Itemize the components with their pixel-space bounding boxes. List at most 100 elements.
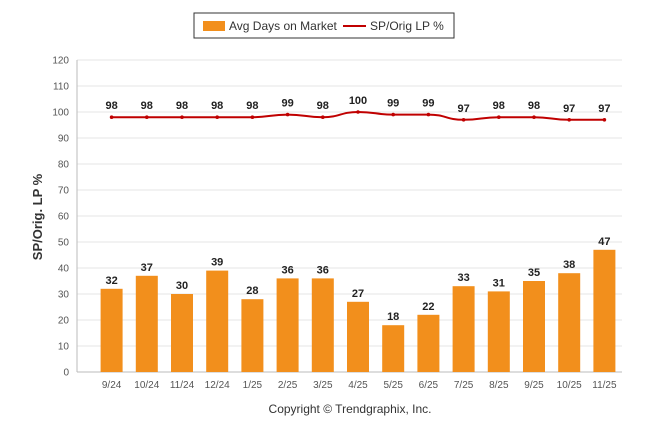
line-data-label: 97 <box>457 103 469 115</box>
y-tick-label: 0 <box>63 368 69 379</box>
line-data-label: 98 <box>141 100 153 112</box>
bar-data-label: 28 <box>246 285 258 297</box>
line-data-label: 98 <box>528 100 540 112</box>
bar-data-label: 39 <box>211 257 223 269</box>
y-tick-label: 30 <box>58 290 70 301</box>
bar <box>382 325 405 372</box>
x-tick-label: 9/24 <box>102 380 122 391</box>
grid-layer <box>76 59 622 373</box>
line-point <box>215 115 219 119</box>
line-data-label: 98 <box>105 100 117 112</box>
line-point <box>145 115 149 119</box>
bar-data-label: 37 <box>141 262 153 274</box>
legend-box <box>193 12 455 39</box>
y-axis-title: SP/Orig. LP % <box>30 173 45 260</box>
x-tick-label: 11/25 <box>592 380 617 391</box>
y-tick-label: 80 <box>58 160 70 171</box>
x-tick-label: 3/25 <box>313 380 333 391</box>
bar-data-label: 47 <box>598 236 610 248</box>
line-data-label: 97 <box>598 103 610 115</box>
y-tick-label: 10 <box>58 342 70 353</box>
bar-data-label: 27 <box>352 288 364 300</box>
bar <box>135 275 158 372</box>
line-point <box>461 118 466 122</box>
bar <box>347 301 369 372</box>
line-data-label: 98 <box>246 100 258 112</box>
bar <box>593 249 616 372</box>
bar-data-label: 36 <box>281 264 293 276</box>
y-tick-label: 40 <box>58 264 70 275</box>
line-point <box>532 115 536 119</box>
y-tick-label: 110 <box>53 82 69 93</box>
legend-label-bar: Avg Days on Market <box>229 19 337 33</box>
line-point <box>356 110 360 114</box>
bar <box>276 278 299 372</box>
x-tick-label: 12/24 <box>205 380 230 391</box>
line-layer: 98 98 98 98 98 99 98 100 99 99 97 98 98 97 97 <box>105 95 611 122</box>
bar-data-label: 22 <box>422 301 434 313</box>
y-tick-labels: 0 10 20 30 40 50 60 70 80 90 100 110 120 <box>52 56 69 379</box>
x-tick-label: 4/25 <box>348 380 368 391</box>
legend: Avg Days on Market SP/Orig LP % <box>193 12 455 39</box>
x-tick-label: 10/24 <box>134 380 159 391</box>
bar-data-label: 31 <box>493 277 505 289</box>
bar <box>241 299 264 372</box>
line-data-label: 97 <box>563 103 575 115</box>
y-tick-label: 70 <box>58 186 70 197</box>
bar-data-label: 32 <box>105 275 117 287</box>
x-tick-label: 11/24 <box>170 380 195 391</box>
line-data-label: 98 <box>211 100 223 112</box>
bar-data-label: 36 <box>317 264 329 276</box>
bar <box>417 314 440 372</box>
line-data-label: 98 <box>493 100 505 112</box>
bar <box>171 294 193 372</box>
line-point <box>602 118 607 122</box>
x-tick-label: 1/25 <box>243 380 263 391</box>
line-point <box>497 115 501 119</box>
line-data-label: 100 <box>349 95 367 107</box>
line-data-label: 99 <box>281 98 293 110</box>
y-tick-label: 90 <box>58 134 70 145</box>
x-tick-label: 6/25 <box>419 380 439 391</box>
line-point <box>567 118 571 122</box>
y-tick-label: 120 <box>52 56 69 67</box>
bar <box>206 270 229 372</box>
bar <box>558 273 581 372</box>
x-tick-label: 10/25 <box>557 380 582 391</box>
line-data-label: 99 <box>422 98 434 110</box>
bar-data-label: 38 <box>563 259 575 271</box>
bar-data-label: 35 <box>528 267 540 279</box>
line-point <box>180 115 184 119</box>
x-tick-label: 2/25 <box>278 380 298 391</box>
bar <box>452 286 475 372</box>
copyright-footer: Copyright © Trendgraphix, Inc. <box>269 402 432 416</box>
bar-data-label: 33 <box>457 272 469 284</box>
bar-data-label: 30 <box>176 280 188 292</box>
line-point <box>250 115 255 119</box>
bar <box>311 278 334 372</box>
y-tick-label: 20 <box>58 316 70 327</box>
y-tick-label: 100 <box>52 108 69 119</box>
legend-swatch-bar <box>203 21 225 31</box>
line-data-label: 99 <box>387 98 399 110</box>
line-point <box>391 112 396 117</box>
legend-label-line: SP/Orig LP % <box>370 19 444 33</box>
line-data-label: 98 <box>317 100 329 112</box>
x-tick-labels: 9/24 10/24 11/24 12/24 1/25 2/25 3/25 4/25 5/25 6… <box>102 380 617 391</box>
bar <box>100 288 123 372</box>
bar-data-label: 18 <box>387 311 399 323</box>
line-point <box>426 112 431 117</box>
line-point <box>285 112 290 117</box>
x-tick-label: 9/25 <box>524 380 544 391</box>
bar-layer: 32 37 30 39 28 36 36 27 18 22 33 31 35 38 47 <box>100 236 616 372</box>
line-point <box>321 115 325 119</box>
line-data-label: 98 <box>176 100 188 112</box>
x-tick-label: 8/25 <box>489 380 509 391</box>
bar <box>523 281 545 372</box>
bar <box>487 291 510 372</box>
y-tick-label: 50 <box>58 238 70 249</box>
y-tick-label: 60 <box>58 212 70 223</box>
x-tick-label: 5/25 <box>383 380 403 391</box>
x-tick-label: 7/25 <box>454 380 474 391</box>
